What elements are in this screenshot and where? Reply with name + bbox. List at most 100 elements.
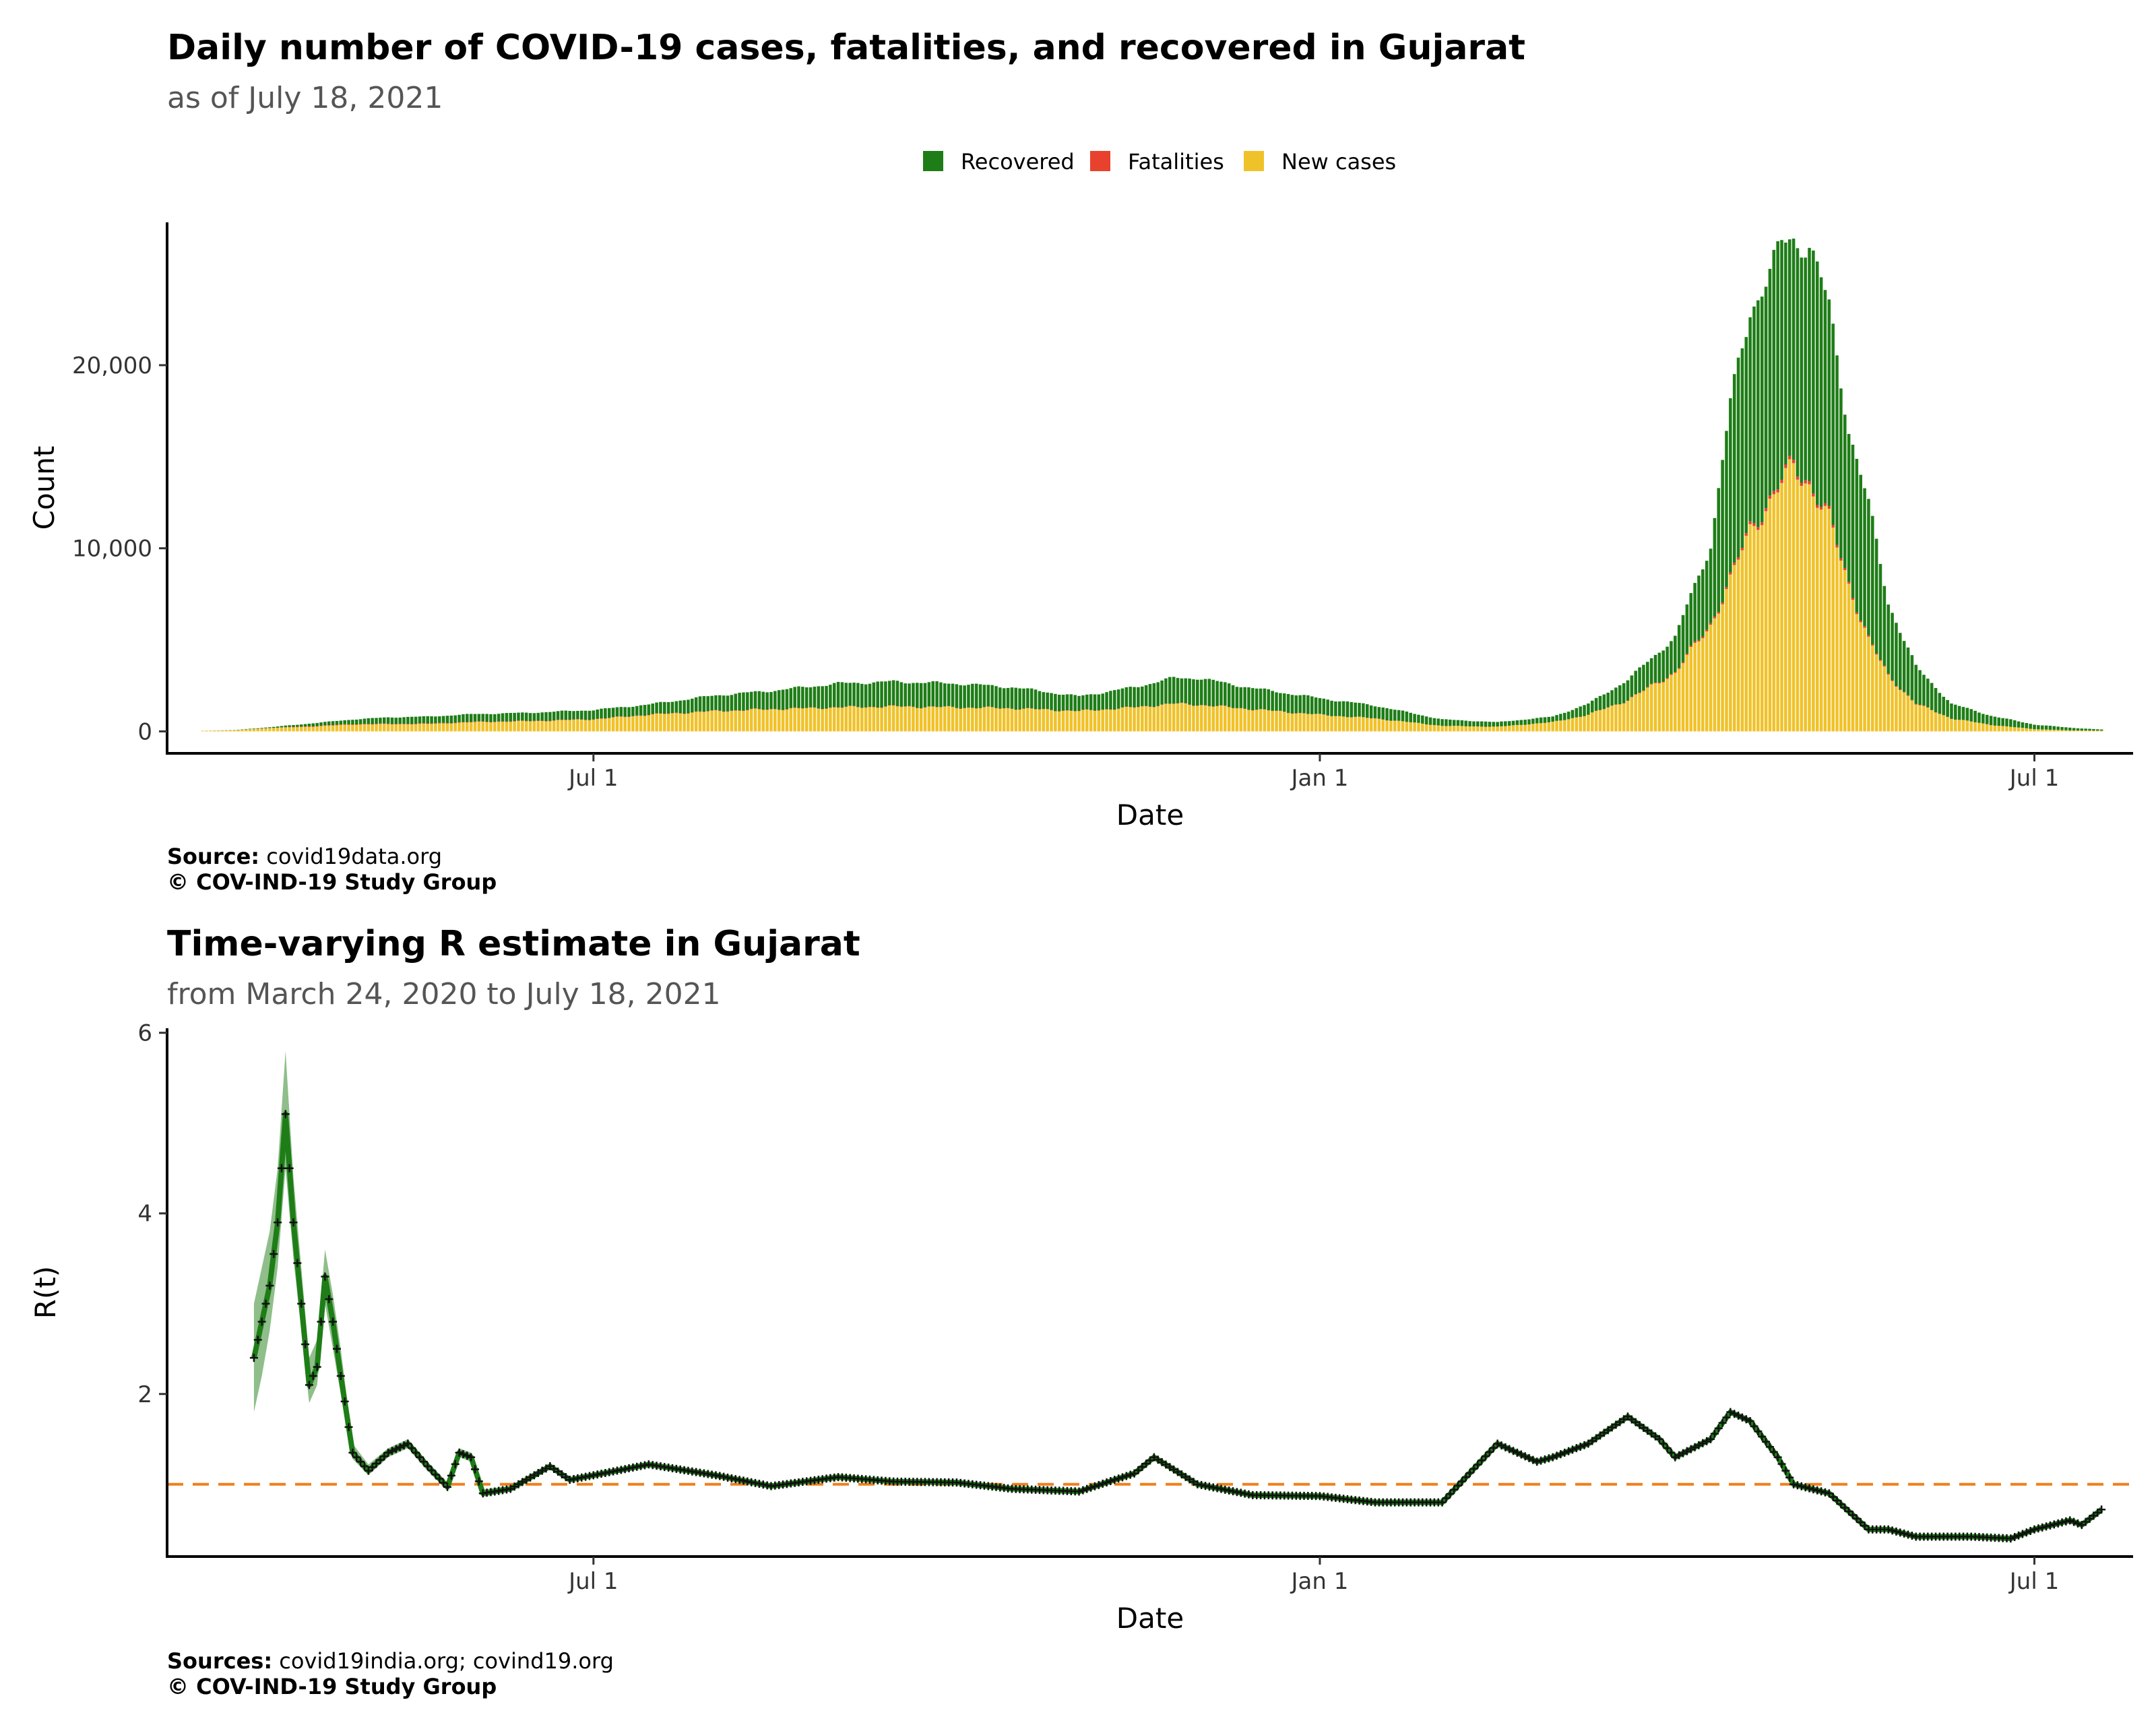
bar-recovered [1989,716,1993,726]
bar-fatalities [1839,558,1843,561]
bar-recovered [513,712,516,722]
bar-fatalities [1725,587,1728,590]
bar-fatalities [358,724,362,725]
bar-recovered [1859,474,1862,621]
bar-fatalities [296,726,299,728]
bar-new-cases [1294,713,1298,732]
bar-fatalities [1886,673,1890,675]
rt-point [423,1462,432,1470]
bar-recovered [406,716,410,724]
bar-new-cases [367,724,371,732]
bar-new-cases [521,720,524,732]
bar-fatalities [1681,662,1685,664]
bar-recovered [1957,705,1961,720]
bar-new-cases [887,705,891,732]
bar-recovered [1093,694,1097,711]
rt-point [387,1447,396,1455]
bar-new-cases [1089,710,1093,732]
rt-point [1580,1441,1589,1449]
bar-recovered [1373,706,1377,718]
rt-point [1738,1413,1746,1422]
bar-new-cases [1985,724,1989,732]
bar-new-cases [1551,722,1554,732]
bar-new-cases [607,718,611,732]
bar-new-cases [1638,693,1641,732]
bar-new-cases [1345,717,1350,732]
bar-new-cases [2017,727,2021,732]
bar-new-cases [1006,708,1010,732]
bar-recovered [2012,720,2017,728]
rt-point [1079,1486,1087,1495]
rt-copyright: © COV-IND-19 Study Group [167,1674,497,1699]
bar-recovered [1902,641,1906,692]
bar-new-cases [978,708,982,732]
bar-recovered [1389,709,1393,721]
bar-new-cases [742,711,745,732]
bar-recovered [927,682,931,707]
bar-new-cases [1105,709,1108,732]
bar-recovered [1247,687,1250,710]
bar-new-cases [1148,707,1152,732]
bar-recovered [1579,706,1582,717]
bar-fatalities [631,716,635,717]
bar-new-cases [706,711,710,732]
bar-recovered [1950,703,1953,719]
bar-new-cases [1275,711,1278,732]
bar-new-cases [1571,718,1575,732]
bar-new-cases [761,710,765,732]
bar-recovered [1203,679,1207,705]
bar-recovered [2025,723,2029,728]
bar-new-cases [1764,511,1768,732]
bar-new-cases [1022,708,1025,732]
bar-recovered [1618,685,1622,705]
bar-new-cases [702,712,706,732]
bar-new-cases [260,728,263,732]
bar-recovered [967,685,970,708]
rt-point [2026,1527,2035,1536]
bar-new-cases [1061,710,1065,732]
bar-new-cases [1188,705,1191,732]
bar-recovered [931,681,935,707]
bar-new-cases [1555,720,1558,732]
bar-recovered [418,716,422,724]
bar-recovered [1531,718,1535,724]
bar-new-cases [1721,604,1724,732]
bar-recovered [895,681,899,706]
bar-fatalities [1878,660,1882,661]
bar-new-cases [1642,691,1645,732]
bar-recovered [572,711,575,720]
bar-recovered [643,705,647,716]
bar-recovered [804,687,808,708]
bar-recovered [1539,717,1543,724]
bar-new-cases [1354,717,1357,732]
bar-recovered [462,714,465,722]
bar-new-cases [1476,726,1480,732]
rt-source-caption: Sources: covid19india.org; covind19.org [167,1648,614,1674]
bar-new-cases [611,717,615,732]
rt-point [455,1448,464,1457]
bar-new-cases [1365,718,1369,732]
bar-recovered [1768,268,1772,496]
bar-new-cases [284,727,288,732]
bar-recovered [1445,719,1448,726]
bar-new-cases [1717,613,1721,732]
bar-recovered [1583,705,1586,716]
rt-point [2073,1519,2082,1528]
bar-new-cases [564,720,568,732]
bar-new-cases [1034,709,1038,732]
rt-point [1801,1483,1810,1492]
bar-recovered [832,683,836,708]
bar-new-cases [1350,717,1354,732]
bar-recovered [1022,688,1025,709]
rt-point [372,1459,381,1468]
bar-recovered [315,722,319,726]
bar-fatalities [1705,629,1709,632]
bar-recovered [923,683,927,708]
bar-recovered [347,720,350,724]
rt-point [1489,1443,1498,1452]
bar-recovered [955,684,959,708]
bar-new-cases [410,724,414,732]
bar-new-cases [765,710,769,732]
bar-recovered [1930,683,1934,710]
bar-recovered [528,713,532,722]
